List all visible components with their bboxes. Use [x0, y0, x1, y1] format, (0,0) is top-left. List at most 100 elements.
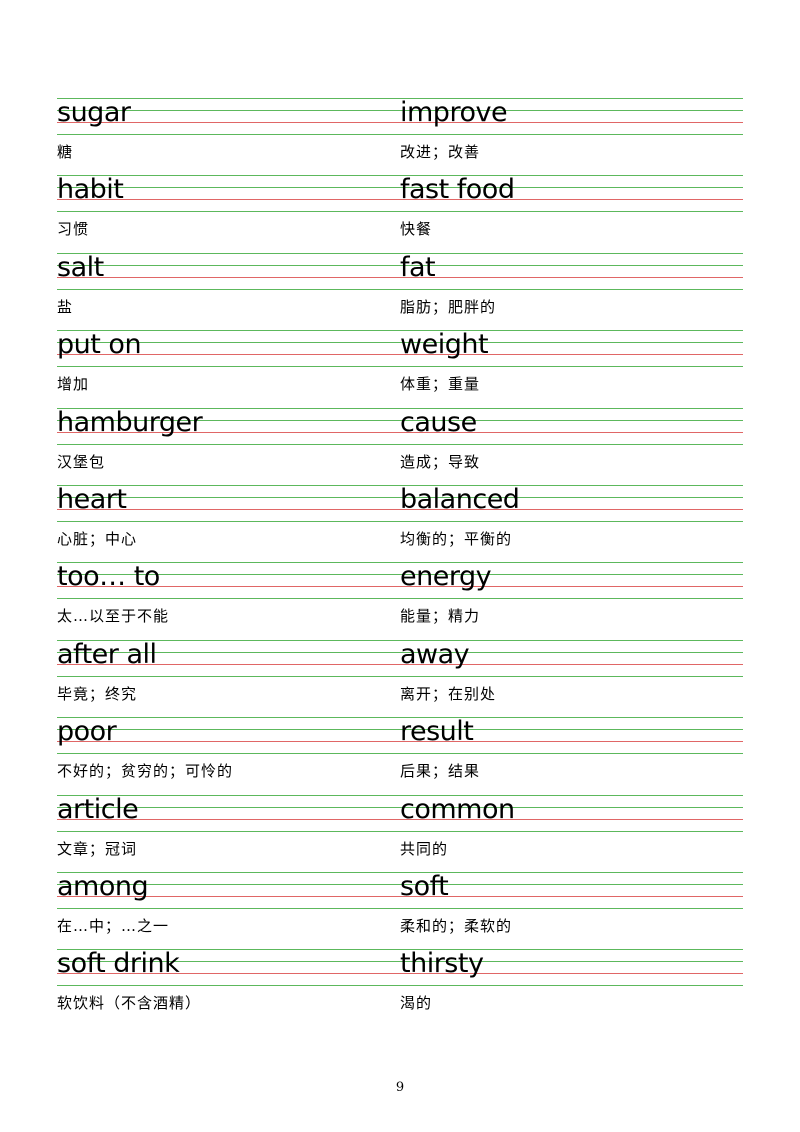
english-word: poor: [57, 716, 117, 748]
chinese-meaning: 文章；冠词: [57, 839, 138, 858]
vocab-row: heart 心脏；中心 balanced 均衡的；平衡的: [0, 484, 800, 562]
chinese-meaning: 柔和的；柔软的: [400, 917, 513, 935]
guide-line-upper: [57, 187, 743, 189]
vocab-row: hamburger 汉堡包 cause 造成；导致: [0, 407, 800, 485]
vocab-row: article 文章；冠词 common 共同的: [0, 793, 800, 872]
english-word: habit: [57, 174, 124, 206]
chinese-meaning: 均衡的；平衡的: [400, 530, 513, 548]
english-word: heart: [57, 484, 127, 515]
chinese-meaning: 快餐: [400, 220, 433, 239]
chinese-meaning: 后果；结果: [400, 762, 481, 781]
chinese-meaning: 软饮料（不含酒精）: [57, 994, 202, 1013]
baseline-line: [57, 276, 743, 278]
guide-line-bottom: [57, 521, 743, 522]
vocab-row: too… to 太…以至于不能 energy 能量；精力: [0, 561, 800, 639]
english-word: result: [400, 716, 474, 748]
english-word: common: [400, 793, 515, 825]
chinese-meaning: 共同的: [400, 839, 449, 858]
baseline-line: [57, 973, 743, 975]
english-word: too… to: [57, 561, 160, 593]
chinese-meaning: 太…以至于不能: [57, 607, 170, 626]
baseline-line: [57, 896, 743, 897]
english-word: fat: [400, 251, 436, 283]
english-word: fast food: [400, 174, 515, 206]
chinese-meaning: 不好的；贫穷的；可怜的: [57, 762, 234, 781]
guide-line-upper: [57, 574, 743, 576]
baseline-line: [57, 122, 743, 123]
chinese-meaning: 糖: [57, 143, 74, 161]
english-word: improve: [400, 97, 508, 128]
chinese-meaning: 脂肪；肥胖的: [400, 297, 497, 316]
guide-line-bottom: [57, 753, 743, 755]
page-number: 9: [395, 1080, 405, 1095]
vocab-row: soft drink 软饮料（不含酒精） thirsty 渴的: [0, 948, 800, 1026]
english-word: among: [57, 871, 149, 902]
vocab-row: salt 盐 fat 脂肪；肥胖的: [0, 251, 800, 330]
guide-line-bottom: [57, 598, 743, 600]
guide-line-bottom: [57, 830, 743, 832]
guide-line-upper: [57, 651, 743, 653]
chinese-meaning: 离开；在别处: [400, 684, 497, 703]
english-word: after all: [57, 638, 157, 670]
english-word: sugar: [57, 97, 131, 128]
guide-line-upper: [57, 729, 743, 731]
guide-line-bottom: [57, 675, 743, 677]
guide-line-bottom: [57, 134, 743, 135]
guide-line-top: [57, 98, 743, 99]
baseline-line: [57, 663, 743, 665]
guide-line-upper: [57, 419, 743, 421]
chinese-meaning: 习惯: [57, 220, 90, 239]
baseline-line: [57, 741, 743, 743]
guide-line-top: [57, 330, 743, 332]
english-word: soft drink: [57, 948, 180, 980]
english-word: article: [57, 793, 139, 825]
guide-line-top: [57, 794, 743, 796]
guide-line-bottom: [57, 443, 743, 445]
guide-line-top: [57, 949, 743, 951]
english-word: thirsty: [400, 948, 484, 980]
chinese-meaning: 体重；重量: [400, 375, 481, 394]
baseline-line: [57, 431, 743, 433]
chinese-meaning: 在…中；…之一: [57, 917, 170, 935]
chinese-meaning: 增加: [57, 375, 90, 394]
english-word: salt: [57, 251, 104, 283]
english-word: put on: [57, 329, 142, 361]
guide-line-upper: [57, 806, 743, 808]
guide-line-upper: [57, 264, 743, 266]
guide-line-bottom: [57, 908, 743, 909]
chinese-meaning: 渴的: [400, 994, 433, 1013]
guide-line-top: [57, 872, 743, 873]
english-word: weight: [400, 329, 489, 361]
baseline-line: [57, 586, 743, 588]
guide-line-upper: [57, 110, 743, 111]
baseline-line: [57, 509, 743, 510]
guide-line-top: [57, 252, 743, 254]
english-word: balanced: [400, 484, 520, 515]
guide-line-top: [57, 639, 743, 641]
vocab-row: habit 习惯 fast food 快餐: [0, 174, 800, 252]
english-word: away: [400, 638, 470, 670]
guide-line-top: [57, 562, 743, 564]
vocab-row: sugar 糖 improve 改进；改善: [0, 97, 800, 175]
guide-line-top: [57, 407, 743, 409]
chinese-meaning: 心脏；中心: [57, 530, 138, 548]
guide-line-upper: [57, 884, 743, 885]
guide-line-bottom: [57, 288, 743, 290]
chinese-meaning: 造成；导致: [400, 452, 481, 471]
guide-line-bottom: [57, 985, 743, 987]
vocab-row: after all 毕竟；终究 away 离开；在别处: [0, 638, 800, 717]
baseline-line: [57, 818, 743, 820]
chinese-meaning: 毕竟；终究: [57, 684, 138, 703]
chinese-meaning: 能量；精力: [400, 607, 481, 626]
english-word: energy: [400, 561, 492, 593]
guide-line-upper: [57, 497, 743, 498]
guide-line-top: [57, 175, 743, 177]
guide-line-bottom: [57, 366, 743, 368]
vocab-row: among 在…中；…之一 soft 柔和的；柔软的: [0, 871, 800, 949]
vocab-row: poor 不好的；贫穷的；可怜的 result 后果；结果: [0, 716, 800, 794]
guide-line-top: [57, 485, 743, 486]
vocab-row: put on 增加 weight 体重；重量: [0, 329, 800, 407]
chinese-meaning: 汉堡包: [57, 452, 106, 471]
guide-line-bottom: [57, 211, 743, 213]
